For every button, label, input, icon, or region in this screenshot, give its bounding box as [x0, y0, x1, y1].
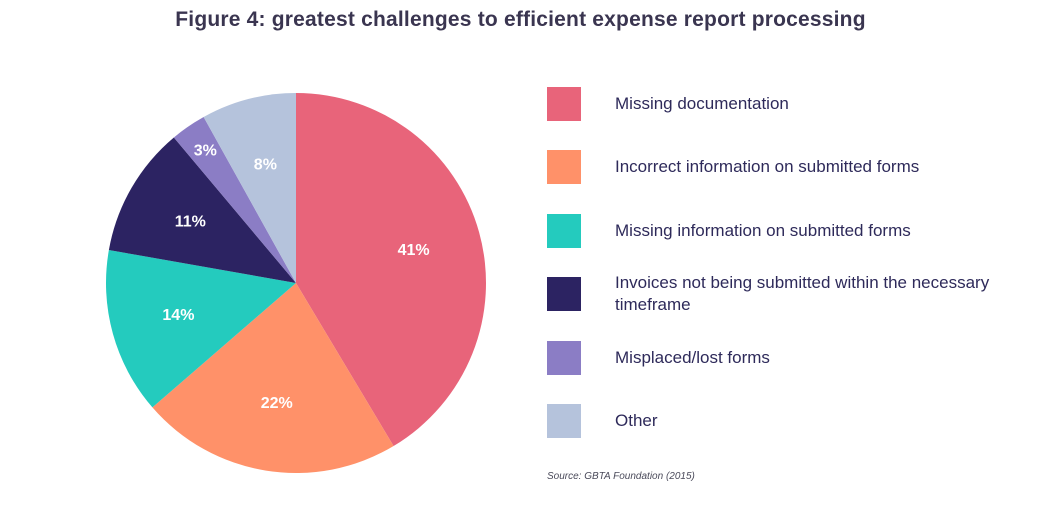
legend-swatch [547, 87, 581, 121]
legend-item-other: Other [547, 401, 1027, 441]
slice-label-1: 22% [261, 395, 293, 412]
legend-swatch [547, 341, 581, 375]
legend-item-missing-information: Missing information on submitted forms [547, 211, 1027, 251]
legend-swatch [547, 150, 581, 184]
legend-item-missing-documentation: Missing documentation [547, 84, 1027, 124]
legend-label: Missing information on submitted forms [615, 221, 911, 240]
pie-slice-5 [203, 93, 296, 283]
legend-label: Missing documentation [615, 94, 789, 113]
pie-slice-2 [106, 250, 296, 408]
legend-swatch [547, 277, 581, 311]
legend-swatch [547, 214, 581, 248]
slice-label-5: 8% [254, 156, 277, 173]
slice-label-0: 41% [398, 242, 430, 259]
pie-slice-1 [152, 283, 394, 473]
pie-slice-0 [296, 93, 486, 447]
slice-label-4: 3% [194, 143, 217, 160]
source-note: Source: GBTA Foundation (2015) [547, 471, 695, 482]
legend-item-misplaced-forms: Misplaced/lost forms [547, 338, 1027, 378]
legend-label: Incorrect information on submitted forms [615, 157, 920, 176]
slice-label-3: 11% [175, 214, 206, 231]
legend-swatch [547, 404, 581, 438]
legend-item-incorrect-information: Incorrect information on submitted forms [547, 147, 1027, 187]
pie-slice-3 [108, 137, 296, 283]
slice-label-2: 14% [162, 307, 194, 324]
legend-label: Invoices not being submitted within the … [615, 273, 990, 314]
legend-item-invoices-late: Invoices not being submitted within the … [547, 273, 1027, 314]
legend: Missing documentation Incorrect informat… [547, 0, 1027, 524]
legend-label: Misplaced/lost forms [615, 348, 770, 367]
legend-label: Other [615, 411, 658, 430]
pie-slice-4 [173, 116, 296, 283]
chart-title: Figure 4: greatest challenges to efficie… [175, 8, 866, 31]
